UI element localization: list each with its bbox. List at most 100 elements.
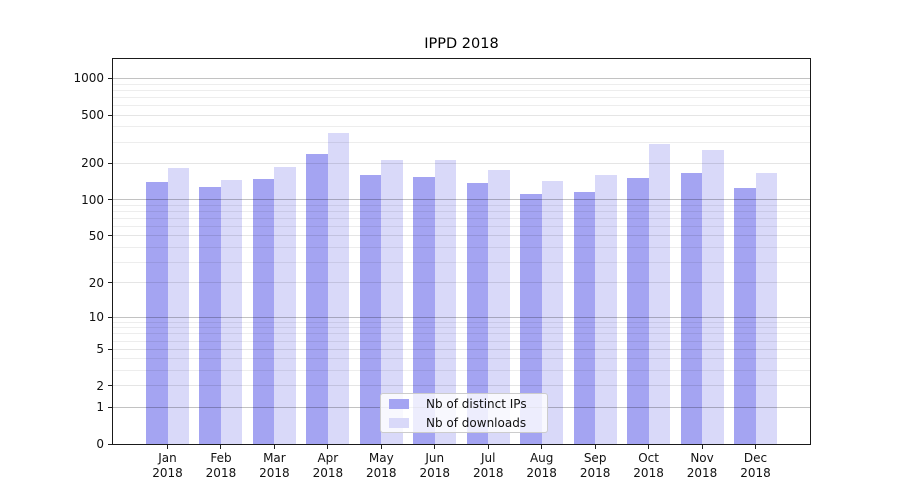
gridline — [113, 282, 810, 284]
gridline — [113, 114, 810, 116]
y-tick-label: 200 — [81, 156, 104, 171]
y-tick — [108, 199, 112, 201]
y-tick-label: 500 — [81, 108, 104, 123]
y-tick — [108, 406, 112, 408]
y-tick — [108, 162, 112, 164]
y-tick — [108, 282, 112, 284]
x-tick-label: May 2018 — [366, 451, 397, 480]
bar — [488, 170, 510, 444]
y-tick — [108, 316, 112, 318]
gridline — [113, 210, 810, 212]
x-tick-label: Jan 2018 — [152, 451, 183, 480]
x-tick — [380, 445, 382, 449]
x-tick-label: Apr 2018 — [312, 451, 344, 480]
bar — [434, 159, 457, 444]
legend-item-downloads: Nb of downloads — [389, 413, 539, 432]
y-tick-label: 10 — [88, 310, 104, 325]
bar — [167, 167, 189, 444]
gridline — [113, 261, 810, 263]
x-tick — [648, 445, 650, 449]
bar — [734, 188, 756, 444]
x-tick-label: Mar 2018 — [259, 451, 290, 480]
gridline — [113, 370, 810, 372]
y-tick-label: 2 — [96, 378, 104, 393]
bar — [595, 175, 617, 444]
bar — [146, 182, 168, 444]
gridline — [113, 225, 810, 227]
x-tick — [755, 445, 756, 449]
x-tick — [220, 445, 222, 449]
bar — [252, 178, 275, 444]
bar — [702, 149, 724, 444]
legend-swatch-downloads — [389, 417, 409, 428]
bar — [541, 181, 564, 444]
x-tick — [487, 445, 489, 449]
x-tick — [434, 445, 436, 449]
bar — [520, 193, 542, 444]
gridline — [113, 204, 810, 206]
y-tick-label: 1 — [96, 400, 104, 415]
bar — [680, 172, 703, 444]
x-tick — [701, 445, 703, 449]
gridline — [113, 104, 810, 106]
y-tick-label: 50 — [88, 228, 104, 243]
x-tick-label: Oct 2018 — [633, 451, 664, 480]
bar — [466, 182, 489, 444]
y-tick-label: 5 — [96, 342, 104, 357]
y-tick — [108, 443, 112, 445]
x-tick-label: Feb 2018 — [205, 451, 237, 480]
gridline — [113, 385, 810, 387]
gridline — [113, 235, 810, 237]
gridline — [113, 217, 810, 219]
bar — [199, 186, 221, 444]
bar — [359, 175, 382, 444]
bar — [627, 178, 649, 444]
gridline — [113, 358, 810, 360]
bar — [220, 179, 243, 444]
x-tick-label: Aug 2018 — [526, 451, 557, 480]
y-tick — [108, 77, 112, 79]
chart-title: IPPD 2018 — [424, 36, 499, 52]
x-tick-label: Jun 2018 — [419, 451, 451, 480]
x-tick — [594, 445, 596, 449]
bar — [381, 160, 403, 444]
x-tick — [273, 445, 275, 449]
x-tick-label: Nov 2018 — [686, 451, 718, 480]
gridline — [113, 199, 810, 201]
gridline — [113, 162, 810, 164]
legend-swatch-distinct-ips — [389, 398, 409, 409]
x-tick-label: Sep 2018 — [579, 451, 611, 480]
y-tick-label: 20 — [88, 275, 104, 290]
bar — [413, 177, 435, 444]
gridline — [113, 126, 810, 128]
legend: Nb of distinct IPs Nb of downloads — [380, 393, 548, 433]
y-tick — [108, 348, 112, 350]
gridline — [113, 348, 810, 350]
x-tick — [541, 445, 543, 449]
y-tick — [108, 114, 112, 116]
gridline — [113, 327, 810, 329]
gridline — [113, 83, 810, 85]
legend-label-distinct-ips: Nb of distinct IPs — [426, 396, 527, 411]
gridline — [113, 316, 810, 318]
gridline — [113, 321, 810, 323]
gridline — [113, 141, 810, 143]
legend-label-downloads: Nb of downloads — [426, 415, 527, 430]
gridline — [113, 333, 810, 335]
y-tick — [108, 385, 112, 387]
bar — [274, 166, 296, 444]
x-tick — [167, 445, 168, 449]
x-tick — [327, 445, 329, 449]
gridline — [113, 96, 810, 98]
gridline — [113, 340, 810, 342]
gridline — [113, 247, 810, 248]
y-tick-label: 1000 — [73, 71, 104, 86]
bar — [327, 133, 350, 444]
y-tick-label: 0 — [96, 437, 104, 451]
legend-item-distinct-ips: Nb of distinct IPs — [389, 394, 539, 413]
gridline — [113, 89, 810, 91]
bar — [648, 144, 671, 444]
y-tick — [108, 235, 112, 237]
plot-area — [112, 58, 811, 445]
